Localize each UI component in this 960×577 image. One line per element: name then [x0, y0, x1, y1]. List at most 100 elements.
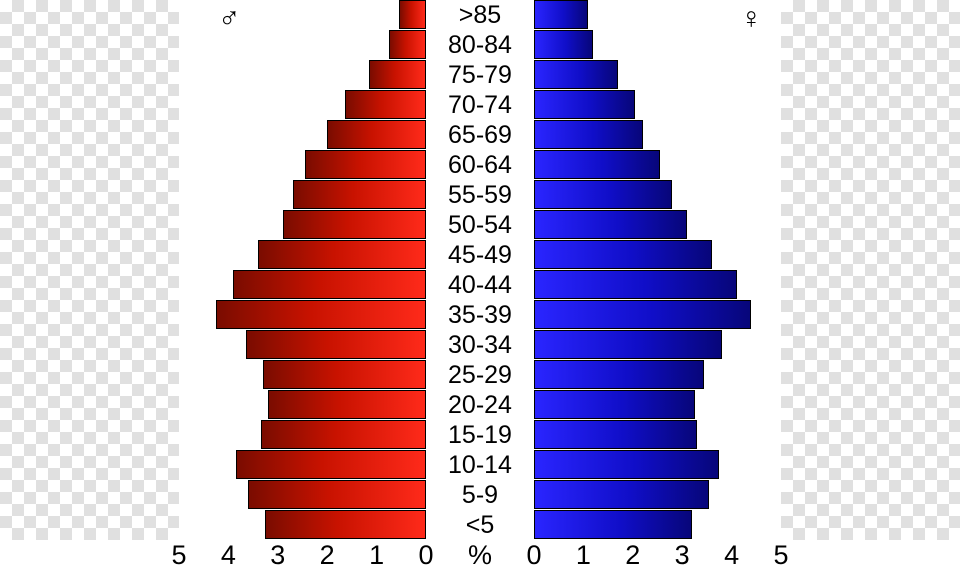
female-bar	[534, 90, 635, 119]
age-label: 60-64	[426, 150, 534, 180]
age-label: 50-54	[426, 210, 534, 240]
female-bar	[534, 420, 697, 449]
male-bars-column	[179, 0, 426, 540]
female-bar-row	[534, 120, 781, 150]
female-bar	[534, 0, 588, 29]
x-tick-left: 4	[208, 540, 248, 571]
female-bar-row	[534, 270, 781, 300]
age-label: >85	[426, 0, 534, 30]
age-label: 40-44	[426, 270, 534, 300]
male-bar	[369, 60, 426, 89]
x-axis-unit-label: %	[460, 540, 500, 571]
age-label: 55-59	[426, 180, 534, 210]
male-bar	[345, 90, 427, 119]
male-bar	[248, 480, 426, 509]
male-bar-row	[179, 180, 426, 210]
male-bar-row	[179, 0, 426, 30]
male-bar	[305, 150, 426, 179]
female-bar	[534, 450, 719, 479]
male-bar-row	[179, 510, 426, 540]
female-bar	[534, 120, 643, 149]
female-bar	[534, 510, 692, 539]
male-bar	[293, 180, 426, 209]
age-label: <5	[426, 510, 534, 540]
male-bar-row	[179, 210, 426, 240]
male-bar-row	[179, 300, 426, 330]
x-tick-left: 5	[159, 540, 199, 571]
male-bar	[258, 240, 426, 269]
female-bar-row	[534, 390, 781, 420]
age-labels-column: >8580-8475-7970-7465-6960-6455-5950-5445…	[426, 0, 534, 540]
age-label: 30-34	[426, 330, 534, 360]
male-bar-row	[179, 360, 426, 390]
female-bar-row	[534, 90, 781, 120]
male-bar-row	[179, 270, 426, 300]
female-bar-row	[534, 360, 781, 390]
male-bar-row	[179, 480, 426, 510]
female-bar-row	[534, 150, 781, 180]
male-bar	[216, 300, 426, 329]
male-bar	[268, 390, 426, 419]
x-tick-right: 4	[712, 540, 752, 571]
female-bar-row	[534, 180, 781, 210]
female-bar-row	[534, 30, 781, 60]
male-bar-row	[179, 420, 426, 450]
female-bar	[534, 240, 712, 269]
female-bar-row	[534, 0, 781, 30]
age-label: 45-49	[426, 240, 534, 270]
age-label: 80-84	[426, 30, 534, 60]
transparency-right	[781, 0, 960, 540]
age-label: 25-29	[426, 360, 534, 390]
male-bar-row	[179, 240, 426, 270]
female-bar	[534, 480, 709, 509]
age-label: 10-14	[426, 450, 534, 480]
male-bar-row	[179, 330, 426, 360]
female-bar-row	[534, 420, 781, 450]
x-tick-right: 2	[613, 540, 653, 571]
age-label: 5-9	[426, 480, 534, 510]
male-bar-row	[179, 120, 426, 150]
x-tick-left: 2	[307, 540, 347, 571]
x-tick-right: 3	[662, 540, 702, 571]
female-bar-row	[534, 210, 781, 240]
female-bar	[534, 60, 618, 89]
female-bars-column	[534, 0, 781, 540]
male-bar	[283, 210, 426, 239]
female-bar	[534, 360, 704, 389]
age-label: 35-39	[426, 300, 534, 330]
male-bar-row	[179, 90, 426, 120]
x-tick-left: 3	[258, 540, 298, 571]
age-label: 75-79	[426, 60, 534, 90]
female-bar-row	[534, 480, 781, 510]
age-label: 15-19	[426, 420, 534, 450]
male-bar	[246, 330, 426, 359]
male-bar	[236, 450, 426, 479]
female-bar	[534, 210, 687, 239]
male-bar-row	[179, 450, 426, 480]
female-bar-row	[534, 240, 781, 270]
female-bar	[534, 270, 737, 299]
x-tick-right: 5	[761, 540, 801, 571]
male-bar	[327, 120, 426, 149]
male-bar-row	[179, 390, 426, 420]
female-bar-row	[534, 330, 781, 360]
x-tick-right: 1	[563, 540, 603, 571]
male-bar	[261, 420, 426, 449]
female-bar-row	[534, 300, 781, 330]
x-axis: 543210%012345	[179, 540, 781, 577]
female-bar	[534, 30, 593, 59]
age-label: 70-74	[426, 90, 534, 120]
age-label: 20-24	[426, 390, 534, 420]
male-bar-row	[179, 30, 426, 60]
male-bar	[263, 360, 426, 389]
plot-area: >8580-8475-7970-7465-6960-6455-5950-5445…	[179, 0, 781, 540]
female-bar	[534, 150, 660, 179]
x-tick-right: 0	[514, 540, 554, 571]
female-bar	[534, 180, 672, 209]
x-tick-left: 0	[406, 540, 446, 571]
male-bar	[399, 0, 426, 29]
female-bar	[534, 390, 695, 419]
male-bar-row	[179, 150, 426, 180]
x-tick-left: 1	[357, 540, 397, 571]
female-bar-row	[534, 450, 781, 480]
